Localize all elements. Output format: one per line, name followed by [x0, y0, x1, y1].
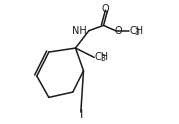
Text: O: O — [115, 26, 122, 36]
Text: 3: 3 — [100, 54, 105, 63]
Text: O: O — [102, 4, 109, 14]
Text: CH: CH — [130, 26, 144, 36]
Text: 3: 3 — [135, 28, 140, 37]
Text: I: I — [80, 108, 83, 121]
Text: CH: CH — [95, 52, 109, 62]
Text: NH: NH — [72, 26, 87, 36]
